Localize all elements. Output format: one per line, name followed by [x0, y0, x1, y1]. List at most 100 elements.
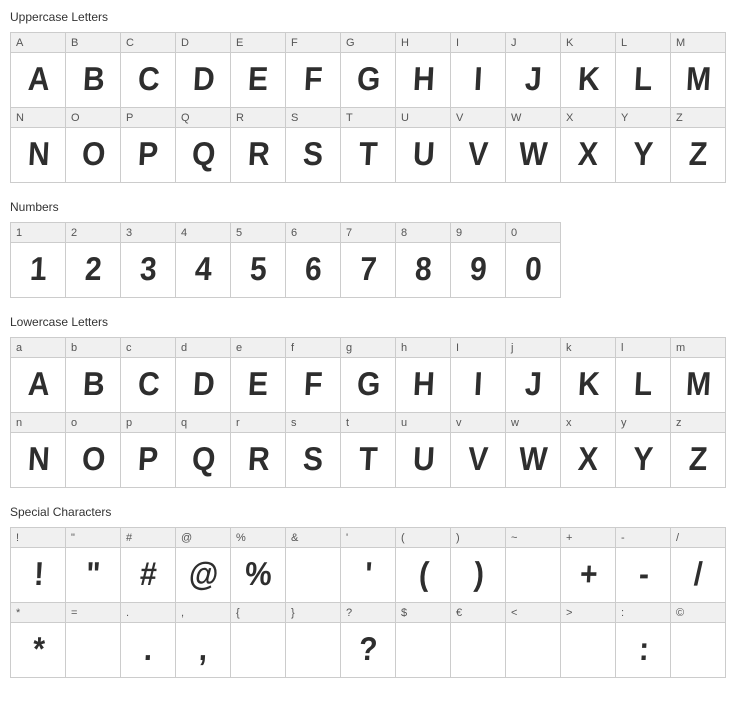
glyph-label: (	[396, 528, 450, 548]
glyph-preview: !	[11, 548, 65, 602]
section: Uppercase LettersAABBCCDDEEFFGGHHIIJJKKL…	[10, 10, 738, 182]
glyph-preview: 4	[176, 243, 230, 297]
glyph-cell: cC	[120, 337, 176, 413]
glyph-label: P	[121, 108, 175, 128]
glyph-cell: ::	[615, 602, 671, 678]
glyph-cell: eE	[230, 337, 286, 413]
glyph-grid: !!""##@@%%&''(())~++--//**=..,,{}??$€<>:…	[10, 527, 738, 677]
glyph-cell: ))	[450, 527, 506, 603]
glyph: F	[303, 366, 322, 403]
glyph-preview	[66, 623, 120, 677]
glyph-preview: J	[506, 358, 560, 412]
glyph-label: !	[11, 528, 65, 548]
glyph-preview: 0	[506, 243, 560, 297]
glyph-label: @	[176, 528, 230, 548]
glyph-preview: L	[616, 358, 670, 412]
glyph-cell: 22	[65, 222, 121, 298]
glyph: +	[579, 556, 597, 593]
glyph-cell: hH	[395, 337, 451, 413]
glyph-preview: K	[561, 358, 615, 412]
glyph-label: }	[286, 603, 340, 623]
glyph-label: "	[66, 528, 120, 548]
glyph-preview	[506, 548, 560, 602]
glyph-cell: UU	[395, 107, 451, 183]
glyph-cell: QQ	[175, 107, 231, 183]
glyph-cell: ,,	[175, 602, 231, 678]
glyph: (	[418, 556, 429, 593]
glyph-preview: '	[341, 548, 395, 602]
glyph-preview	[286, 623, 340, 677]
glyph-cell: $	[395, 602, 451, 678]
glyph-cell: sS	[285, 412, 341, 488]
glyph-label: >	[561, 603, 615, 623]
glyph: L	[633, 366, 652, 403]
glyph: 0	[524, 251, 542, 288]
glyph: 1	[29, 251, 47, 288]
glyph-label: u	[396, 413, 450, 433]
glyph: K	[577, 61, 600, 98]
glyph-preview: Z	[671, 128, 725, 182]
glyph: N	[27, 136, 50, 173]
glyph: B	[82, 366, 105, 403]
glyph-label: J	[506, 33, 560, 53]
glyph: /	[693, 556, 702, 593]
section-title: Numbers	[10, 200, 738, 214]
glyph: Q	[191, 136, 215, 173]
glyph: I	[473, 61, 482, 98]
glyph: A	[27, 61, 50, 98]
glyph-cell: xX	[560, 412, 616, 488]
glyph-label: C	[121, 33, 175, 53]
glyph-cell: 33	[120, 222, 176, 298]
glyph-preview: L	[616, 53, 670, 107]
glyph-preview: X	[561, 433, 615, 487]
glyph-preview: B	[66, 358, 120, 412]
glyph-label: -	[616, 528, 670, 548]
glyph-cell: **	[10, 602, 66, 678]
glyph-preview: T	[341, 433, 395, 487]
glyph-cell: TT	[340, 107, 396, 183]
glyph-cell: !!	[10, 527, 66, 603]
glyph-cell: jJ	[505, 337, 561, 413]
section-title: Lowercase Letters	[10, 315, 738, 329]
glyph-preview: /	[671, 548, 725, 602]
glyph-label: b	[66, 338, 120, 358]
glyph-preview	[286, 548, 340, 602]
glyph-preview	[506, 623, 560, 677]
glyph-preview	[396, 623, 450, 677]
glyph-preview: Q	[176, 128, 230, 182]
glyph-cell: <	[505, 602, 561, 678]
glyph-preview: A	[11, 358, 65, 412]
glyph-cell: =	[65, 602, 121, 678]
glyph-label: €	[451, 603, 505, 623]
glyph-cell: --	[615, 527, 671, 603]
glyph-cell: 99	[450, 222, 506, 298]
glyph: N	[27, 441, 50, 478]
glyph: P	[138, 136, 159, 173]
glyph-preview: 6	[286, 243, 340, 297]
glyph-label: 0	[506, 223, 560, 243]
glyph-preview: ,	[176, 623, 230, 677]
glyph: H	[412, 366, 435, 403]
glyph: 3	[139, 251, 157, 288]
glyph-cell: JJ	[505, 32, 561, 108]
glyph-preview	[451, 623, 505, 677]
glyph-label: V	[451, 108, 505, 128]
glyph-preview: D	[176, 53, 230, 107]
glyph-preview: H	[396, 358, 450, 412]
glyph-preview: -	[616, 548, 670, 602]
glyph-preview: R	[231, 433, 285, 487]
glyph-cell: RR	[230, 107, 286, 183]
glyph-cell: ""	[65, 527, 121, 603]
glyph-cell: rR	[230, 412, 286, 488]
glyph-cell: %%	[230, 527, 286, 603]
glyph-cell: 00	[505, 222, 561, 298]
glyph: B	[82, 61, 105, 98]
glyph: K	[577, 366, 600, 403]
glyph-label: v	[451, 413, 505, 433]
glyph-cell: ''	[340, 527, 396, 603]
glyph-preview: G	[341, 358, 395, 412]
glyph-preview: O	[66, 433, 120, 487]
glyph-cell: CC	[120, 32, 176, 108]
glyph-label: 2	[66, 223, 120, 243]
font-specimen-container: Uppercase LettersAABBCCDDEEFFGGHHIIJJKKL…	[10, 10, 738, 677]
